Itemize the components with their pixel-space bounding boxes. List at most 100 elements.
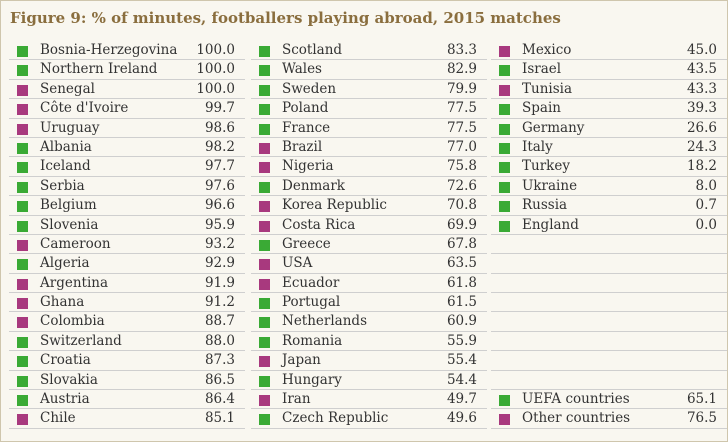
table-row: Argentina 91.9 (9, 274, 245, 294)
table-row: Côte d'Ivoire 99.7 (9, 99, 245, 119)
group-marker (17, 46, 28, 57)
row-label: Poland (282, 100, 329, 117)
row-value: 8.0 (695, 177, 717, 194)
row-label: Colombia (40, 313, 105, 330)
row-value: 95.9 (204, 216, 235, 233)
group-marker (17, 259, 28, 271)
row-label: Ecuador (282, 274, 340, 291)
group-marker (499, 220, 510, 232)
row-label: Austria (40, 391, 90, 408)
table-row: Netherlands 60.9 (251, 312, 487, 332)
group-marker (259, 46, 270, 57)
group-marker (17, 201, 28, 213)
row-value: 91.2 (204, 294, 235, 311)
table-row: Portugal 61.5 (251, 293, 487, 313)
row-label: Slovenia (40, 216, 99, 233)
table-row: Mexico 45.0 (491, 41, 727, 61)
table-row: Bosnia-Herzegovina 100.0 (9, 41, 245, 61)
row-value: 0.0 (695, 216, 717, 233)
legend-row: Other countries 76.5 (491, 409, 727, 429)
row-label: Sweden (282, 80, 337, 97)
row-value: 79.9 (446, 80, 477, 97)
row-label: Ukraine (522, 177, 578, 194)
row-value: 77.5 (446, 119, 477, 136)
row-value: 83.3 (446, 42, 477, 58)
row-label: Korea Republic (282, 197, 387, 214)
table-row: Serbia 97.6 (9, 177, 245, 197)
row-label: France (282, 119, 331, 136)
row-label: Russia (522, 197, 568, 214)
row-value: 70.8 (446, 197, 477, 214)
row-label: Turkey (522, 158, 570, 175)
group-marker (499, 123, 510, 135)
group-marker (17, 220, 28, 232)
table-row: Senegal 100.0 (9, 80, 245, 100)
legend-row: UEFA countries 65.1 (491, 390, 727, 410)
row-value: 96.6 (204, 197, 235, 214)
table-row: Sweden 79.9 (251, 80, 487, 100)
row-label: Czech Republic (282, 410, 389, 427)
group-marker (259, 317, 270, 329)
group-marker (259, 239, 270, 251)
group-marker (17, 317, 28, 329)
row-label: Denmark (282, 177, 345, 194)
table-row: USA 63.5 (251, 254, 487, 274)
table-row: Italy 24.3 (491, 138, 727, 158)
table-row: Nigeria 75.8 (251, 157, 487, 177)
group-marker (499, 65, 510, 77)
empty-row (491, 274, 727, 294)
table-row: Poland 77.5 (251, 99, 487, 119)
row-value: 86.5 (204, 371, 235, 388)
row-value: 77.5 (446, 100, 477, 117)
row-value: 72.6 (446, 177, 477, 194)
row-label: Uruguay (40, 119, 100, 136)
group-marker (17, 104, 28, 116)
table-row: Croatia 87.3 (9, 351, 245, 371)
table-row: Belgium 96.6 (9, 196, 245, 216)
row-label: Croatia (40, 352, 91, 369)
row-value: 49.7 (446, 391, 477, 408)
group-marker (499, 142, 510, 154)
group-marker (259, 278, 270, 290)
table-column-3: Mexico 45.0 Israel 43.5 Tunisia 43.3 Spain 39.3… (491, 41, 727, 429)
table-row: Slovakia 86.5 (9, 371, 245, 391)
table-row: Iran 49.7 (251, 390, 487, 410)
table-row: Spain 39.3 (491, 99, 727, 119)
row-label: Iran (282, 391, 311, 408)
row-value: 82.9 (446, 61, 477, 78)
table-row: Ukraine 8.0 (491, 177, 727, 197)
row-value: 55.9 (446, 332, 477, 349)
table-row: Albania 98.2 (9, 138, 245, 158)
row-value: 26.6 (686, 119, 717, 136)
empty-row (491, 293, 727, 313)
row-label: Romania (282, 332, 343, 349)
group-marker (259, 104, 270, 116)
table-row: Romania 55.9 (251, 332, 487, 352)
row-value: 69.9 (446, 216, 477, 233)
row-value: 43.3 (686, 80, 717, 97)
table-row: Japan 55.4 (251, 351, 487, 371)
empty-row (491, 371, 727, 391)
row-label: Iceland (40, 158, 91, 175)
row-value: 98.6 (204, 119, 235, 136)
row-value: 39.3 (686, 100, 717, 117)
table-row: Costa Rica 69.9 (251, 216, 487, 235)
group-marker (17, 356, 28, 368)
table-row: Switzerland 88.0 (9, 332, 245, 352)
table-row: Northern Ireland 100.0 (9, 60, 245, 80)
row-label: Argentina (40, 274, 109, 291)
table-row: Greece 67.8 (251, 235, 487, 255)
row-label: Mexico (522, 42, 572, 58)
row-label: Portugal (282, 294, 341, 311)
group-marker (259, 65, 270, 77)
group-marker (259, 414, 270, 426)
row-value: 100.0 (196, 80, 235, 97)
group-marker (259, 375, 270, 387)
empty-row (491, 332, 727, 352)
group-marker (259, 259, 270, 271)
row-value: 77.0 (446, 138, 477, 155)
row-value: 91.9 (204, 274, 235, 291)
row-label: Costa Rica (282, 216, 356, 233)
row-label: Tunisia (522, 80, 573, 97)
row-label: Algeria (40, 255, 90, 272)
